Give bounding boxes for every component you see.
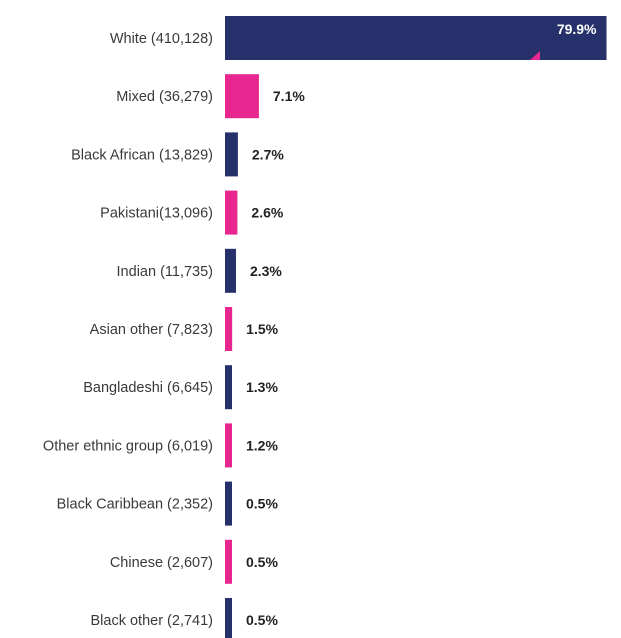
value-label: 2.7% [252, 146, 284, 162]
value-label: 0.5% [246, 496, 278, 512]
bar [225, 365, 232, 410]
category-label: Chinese (2,607) [110, 555, 213, 571]
bar [225, 481, 232, 526]
bar [225, 539, 232, 584]
accent-notch [530, 51, 540, 60]
value-label: 2.6% [251, 205, 283, 221]
value-label: 0.5% [246, 554, 278, 570]
value-label: 79.9% [557, 21, 597, 37]
category-label: Asian other (7,823) [90, 322, 213, 338]
bar [225, 16, 607, 60]
bar [225, 307, 233, 351]
category-label: Mixed (36,279) [116, 89, 213, 105]
value-label: 0.5% [246, 612, 278, 628]
category-label: Pakistani(13,096) [100, 206, 213, 222]
category-label: Other ethnic group (6,019) [43, 438, 213, 454]
category-label: Black other (2,741) [90, 613, 213, 629]
category-label: Indian (11,735) [117, 264, 213, 280]
category-label: Black African (13,829) [71, 147, 213, 163]
value-label: 1.2% [246, 437, 278, 453]
bar [225, 190, 238, 235]
bar [225, 423, 232, 468]
value-label: 1.5% [246, 321, 278, 337]
value-label: 1.3% [246, 379, 278, 395]
category-label: White (410,128) [110, 31, 213, 47]
bar [225, 248, 236, 293]
bar [225, 132, 238, 177]
value-label: 2.3% [250, 263, 282, 279]
bar [225, 74, 259, 119]
category-label: Bangladeshi (6,645) [83, 380, 213, 396]
value-label: 7.1% [273, 88, 305, 104]
bar [225, 598, 232, 638]
category-label: Black Caribbean (2,352) [57, 497, 213, 513]
